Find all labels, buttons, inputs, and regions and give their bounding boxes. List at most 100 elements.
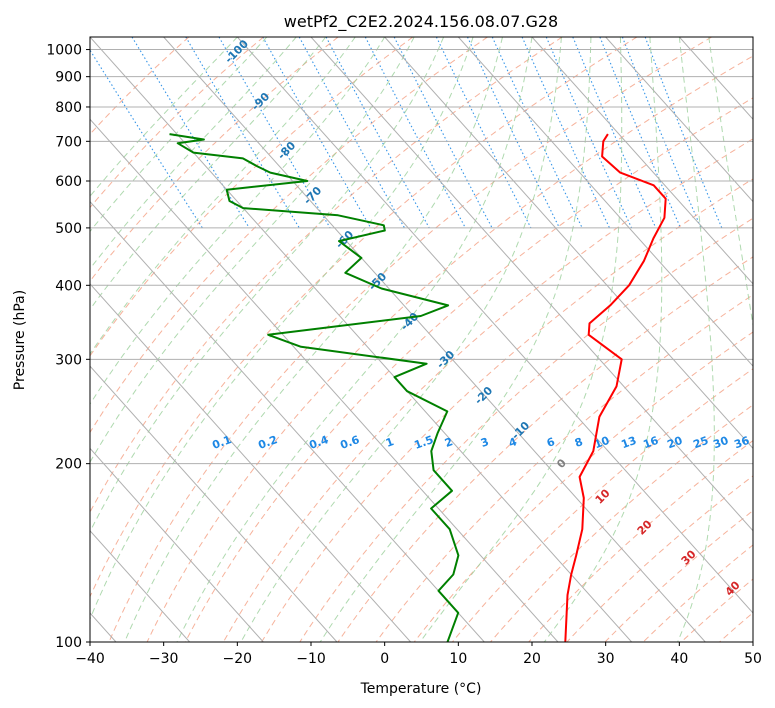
- mixing-ratio-line: [90, 49, 203, 229]
- isotherm-line: [384, 37, 753, 450]
- mixing-ratio-label: 25: [691, 434, 710, 451]
- mixing-ratio-label: 16: [641, 434, 660, 452]
- y-tick-label: 900: [55, 70, 82, 86]
- isotherm-line: [457, 37, 753, 367]
- dewpoint-profile-line: [169, 133, 460, 642]
- x-axis-label: Temperature (°C): [360, 681, 482, 697]
- isotherm-line: [90, 118, 559, 642]
- isotherm-line: [90, 365, 338, 642]
- moist-adiabat-line: [90, 37, 445, 533]
- mixing-ratio-label: 0.1: [210, 433, 233, 452]
- isotherm-line: [310, 37, 753, 532]
- mixing-ratio-label: 1.5: [412, 433, 435, 452]
- mixing-ratio-label: 3: [479, 435, 491, 450]
- mixing-ratio-label: 0.4: [307, 433, 330, 452]
- sounding-series: [169, 133, 667, 642]
- x-tick-label: 30: [597, 651, 615, 667]
- y-tick-label: 600: [55, 174, 82, 190]
- chart-title: wetPf2_C2E2.2024.156.08.07.G28: [284, 12, 558, 32]
- mixing-ratio-label: 0.6: [338, 433, 361, 452]
- x-tick-label: −30: [149, 651, 179, 667]
- x-tick-label: 50: [744, 651, 762, 667]
- dry-adiabat-line: [90, 37, 638, 598]
- y-tick-label: 100: [55, 635, 82, 651]
- y-axis-label: Pressure (hPa): [12, 290, 28, 390]
- moist-adiabat-line: [176, 37, 533, 642]
- y-tick-label: 700: [55, 134, 82, 150]
- dry-adiabat-line: [451, 368, 753, 642]
- isotherm-line: [90, 200, 485, 642]
- dry-adiabat-line: [90, 37, 190, 135]
- moist-adiabats: [90, 37, 753, 642]
- mixing-ratio-label: 2: [443, 435, 455, 450]
- mixing-ratio-line: [545, 37, 633, 229]
- mixing-ratio-label: 13: [619, 434, 638, 451]
- temperature-profile-line: [564, 133, 667, 642]
- dry-adiabat-line: [222, 138, 753, 642]
- y-axis: 100 200 300 400 500 600 700 800 900 1000: [46, 43, 90, 651]
- mixing-ratio-label: 4: [507, 435, 519, 450]
- dry-adiabat-line: [184, 97, 753, 642]
- y-tick-label: 300: [55, 352, 82, 368]
- moist-adiabat-line: [90, 37, 238, 198]
- isotherm-line: [236, 37, 753, 614]
- y-tick-label: 200: [55, 457, 82, 473]
- moist-adiabat-line: [90, 37, 356, 355]
- mixing-ratio-line: [325, 37, 430, 229]
- y-tick-label: 400: [55, 278, 82, 294]
- moist-adiabat-line: [90, 37, 386, 405]
- isotherms: [90, 37, 753, 642]
- moist-adiabat-line: [90, 37, 268, 233]
- plot-area: -100-90-80-70-60-50-40-30-20-10010203040…: [90, 37, 753, 642]
- mixing-ratio-label: 10: [592, 434, 611, 452]
- mixing-ratio-label: 30: [711, 434, 730, 452]
- mixing-ratio-label: 8: [573, 435, 585, 450]
- mixing-ratio-label: 6: [545, 435, 557, 450]
- x-tick-label: 10: [449, 651, 467, 667]
- x-tick-label: −10: [296, 651, 326, 667]
- dry-adiabat-line: [90, 37, 488, 434]
- y-tick-label: 800: [55, 100, 82, 116]
- mixing-ratio-label: 0.2: [256, 433, 279, 452]
- dry-adiabat-line: [90, 37, 339, 283]
- mixing-ratio-label: 1: [384, 435, 396, 450]
- mixing-ratio-label: 36: [732, 434, 751, 452]
- mixing-ratio-line: [644, 37, 723, 229]
- moist-adiabat-line: [124, 37, 503, 642]
- isotherm-line: [90, 447, 264, 642]
- dry-adiabat-line: [261, 178, 753, 642]
- y-tick-label: 1000: [46, 43, 82, 59]
- mixing-ratio-label: 20: [665, 434, 684, 452]
- x-axis: −40 −30 −20 −10 0 10 20 30 40 50: [75, 642, 762, 667]
- moist-adiabat-line: [419, 37, 623, 642]
- isotherm-line: [531, 37, 753, 285]
- x-tick-label: −40: [75, 651, 105, 667]
- y-tick-label: 500: [55, 221, 82, 237]
- x-tick-label: 20: [523, 651, 541, 667]
- isotherm-line: [90, 529, 191, 642]
- plot-frame: [89, 36, 754, 643]
- mixing-ratio-line: [599, 37, 682, 229]
- moist-adiabat-line: [90, 37, 474, 621]
- dry-adiabat-line: [90, 37, 264, 209]
- dry-adiabat-line: [108, 37, 712, 642]
- x-tick-label: −20: [223, 651, 253, 667]
- moist-adiabat-line: [677, 37, 715, 642]
- moist-adiabat-line: [708, 37, 753, 329]
- isotherm-line: [605, 37, 753, 203]
- moist-adiabat-line: [319, 37, 592, 642]
- x-tick-label: 0: [380, 651, 389, 667]
- x-tick-label: 40: [670, 651, 688, 667]
- moist-adiabat-line: [90, 37, 297, 270]
- isotherm-line: [163, 37, 706, 642]
- dry-adiabat-line: [146, 55, 753, 642]
- mixing-ratio-line: [572, 37, 657, 229]
- mixing-ratio-line: [262, 37, 372, 229]
- mixing-ratio-line: [298, 37, 405, 229]
- mixing-ratio-line: [435, 37, 532, 229]
- isobar-gridlines: [90, 49, 753, 642]
- moist-adiabat-line: [90, 37, 327, 311]
- isotherm-line: [90, 283, 412, 642]
